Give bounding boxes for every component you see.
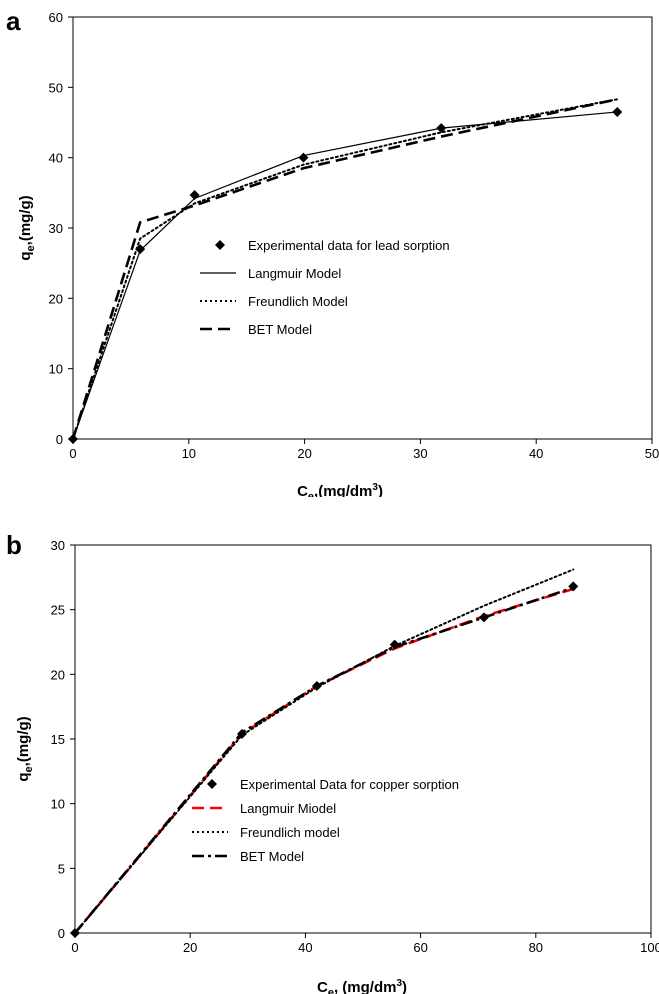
x-tick-label: 0 — [69, 446, 76, 461]
chart-b-ticks: 0 20 40 60 80 100 0 5 10 15 20 25 30 — [51, 538, 659, 955]
chart-panel-b: b 0 20 40 60 80 100 0 5 10 15 20 25 30 Experimental … — [0, 497, 659, 994]
chart-b-ylabel: qe,(mg/g) — [15, 716, 35, 781]
y-tick-label: 40 — [49, 151, 63, 166]
chart-b-legend: Experimental Data for copper sorption Lan… — [192, 777, 459, 864]
series-line-langmuir-miodel — [74, 587, 574, 934]
legend-label: BET Model — [248, 322, 312, 337]
data-point — [68, 434, 78, 444]
y-tick-label: 5 — [58, 861, 65, 876]
data-point — [612, 106, 623, 117]
chart-a-series — [68, 98, 623, 444]
data-point — [389, 639, 400, 650]
series-line-freundlich-model — [74, 568, 575, 934]
x-tick-label: 0 — [71, 940, 78, 955]
chart-a-ylabel: qe,(mg/g) — [17, 195, 37, 260]
y-tick-label: 0 — [58, 926, 65, 941]
legend-label: Freundlich Model — [248, 294, 348, 309]
data-point — [298, 152, 309, 163]
series-line-langmuir-model — [72, 111, 618, 440]
data-point — [478, 612, 489, 623]
y-tick-label: 10 — [51, 797, 65, 812]
series-line-bet-model — [74, 586, 574, 934]
plot-frame — [74, 544, 652, 934]
y-tick-label: 20 — [51, 667, 65, 682]
y-tick-label: 10 — [49, 362, 63, 377]
data-point — [311, 680, 322, 691]
chart-b-series — [70, 568, 579, 938]
y-tick-label: 25 — [51, 603, 65, 618]
data-point — [135, 244, 146, 255]
data-point — [189, 189, 200, 200]
chart-panel-a: a 0 10 20 30 40 50 0 10 20 30 40 50 60 Experimental … — [6, 6, 659, 497]
x-tick-label: 20 — [183, 940, 197, 955]
y-tick-label: 50 — [49, 80, 63, 95]
chart-b-xlabel: Ce, (mg/dm3) — [317, 978, 407, 994]
x-tick-label: 20 — [297, 446, 311, 461]
data-point — [568, 581, 579, 592]
chart-a-axes — [72, 16, 653, 440]
legend-label: Langmuir Miodel — [240, 801, 336, 816]
x-tick-label: 60 — [413, 940, 427, 955]
chart-a-xlabel: Ce,(mg/dm3) — [297, 482, 383, 497]
chart-b-svg: b 0 20 40 60 80 100 0 5 10 15 20 25 30 Experimental … — [6, 530, 659, 994]
legend-label: Langmuir Model — [248, 266, 341, 281]
panel-label-a: a — [6, 6, 21, 36]
y-tick-label: 15 — [51, 732, 65, 747]
y-tick-label: 30 — [49, 221, 63, 236]
chart-a-ticks: 0 10 20 30 40 50 0 10 20 30 40 50 60 — [49, 10, 659, 461]
panel-label-b: b — [6, 530, 22, 560]
plot-frame — [72, 16, 653, 440]
y-tick-label: 60 — [49, 10, 63, 25]
x-tick-label: 50 — [645, 446, 659, 461]
x-tick-label: 40 — [529, 446, 543, 461]
y-tick-label: 0 — [56, 432, 63, 447]
legend-label: Experimental data for lead sorption — [248, 238, 450, 253]
y-tick-label: 20 — [49, 291, 63, 306]
data-point — [436, 123, 447, 134]
data-point — [237, 728, 248, 739]
series-line-freundlich-model — [72, 98, 619, 440]
x-tick-label: 40 — [298, 940, 312, 955]
x-tick-label: 80 — [529, 940, 543, 955]
legend-label: Experimental Data for copper sorption — [240, 777, 459, 792]
x-tick-label: 10 — [182, 446, 196, 461]
chart-a-legend: Experimental data for lead sorption Langm… — [200, 238, 450, 337]
legend-label: Freundlich model — [240, 825, 340, 840]
chart-b-axes — [74, 544, 652, 934]
legend-label: BET Model — [240, 849, 304, 864]
y-tick-label: 30 — [51, 538, 65, 553]
legend-marker — [215, 240, 225, 250]
x-tick-label: 30 — [413, 446, 427, 461]
data-point — [70, 928, 80, 938]
legend-marker — [207, 779, 217, 789]
series-line-bet-model — [71, 98, 618, 440]
chart-a-svg: a 0 10 20 30 40 50 0 10 20 30 40 50 60 Experimental … — [6, 6, 659, 497]
x-tick-label: 100 — [640, 940, 659, 955]
